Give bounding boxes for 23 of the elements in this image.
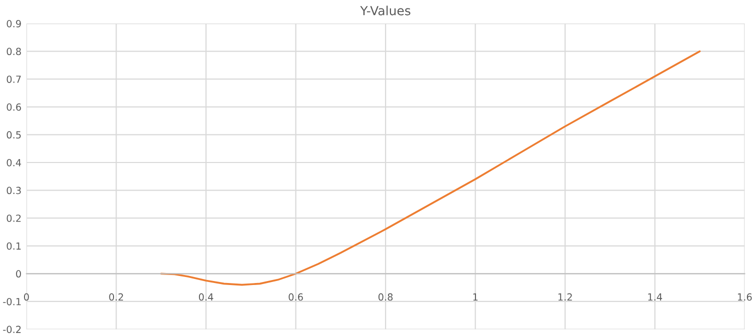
x-tick-label: 0.4 <box>198 293 214 301</box>
y-tick-label: 0.6 <box>6 103 21 111</box>
line-series <box>160 50 701 286</box>
y-tick-label: 0.1 <box>6 242 21 250</box>
y-tick-label: 0 <box>16 270 21 278</box>
y-tick-label: 0.2 <box>6 214 21 222</box>
x-tick-label: 0.6 <box>288 293 303 301</box>
y-tick-label: 0.5 <box>6 131 21 139</box>
x-tick-label: 1 <box>473 293 478 301</box>
y-tick-label: 0.3 <box>6 186 21 194</box>
x-tick-label: 0.2 <box>109 293 123 301</box>
x-tick-label: 1.6 <box>738 293 752 301</box>
y-tick-label: 0.9 <box>6 20 21 28</box>
x-tick-label: 0 <box>24 293 29 301</box>
x-tick-label: 0.8 <box>378 293 393 301</box>
x-tick-label: 1.2 <box>558 293 572 301</box>
chart-title: Y-Values <box>360 6 410 16</box>
y-tick-label: 0.8 <box>6 48 21 56</box>
y-tick-label: 0.4 <box>6 158 22 166</box>
y-tick-label: -0.2 <box>3 326 21 334</box>
x-tick-label: 1.4 <box>648 293 662 301</box>
y-tick-label: -0.1 <box>3 298 21 306</box>
y-tick-label: 0.7 <box>6 76 21 83</box>
